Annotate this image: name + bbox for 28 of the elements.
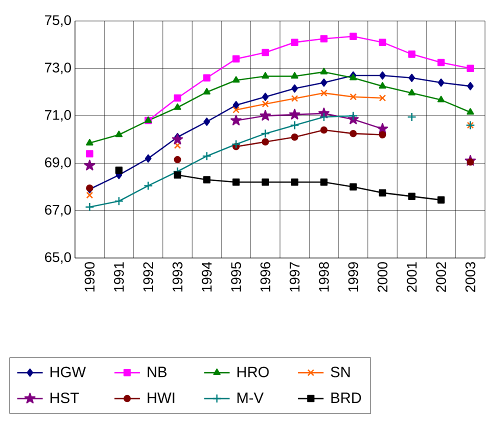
y-tick-label: 65,0 — [45, 252, 71, 264]
legend-label: BRD — [331, 392, 362, 403]
x-tick-label: 1995 — [231, 262, 242, 292]
x-tick-label: 1990 — [84, 262, 95, 292]
legend-label: HRO — [238, 366, 269, 378]
legend-label: HGW — [50, 366, 86, 378]
legend-label: NB — [148, 366, 167, 378]
y-tick-label: 67,0 — [45, 204, 71, 216]
x-tick-label: 1997 — [290, 262, 300, 292]
x-tick-label: 2001 — [406, 262, 417, 292]
x-tick-label: 2002 — [436, 262, 446, 292]
y-tick-label: 69,0 — [45, 157, 71, 169]
legend-label: HST — [50, 392, 79, 404]
x-tick-label: 1998 — [318, 262, 329, 292]
x-tick-label: 1991 — [114, 262, 124, 292]
x-tick-label: 1999 — [348, 262, 358, 292]
x-tick-label: 1992 — [143, 262, 154, 292]
x-tick-label: 1996 — [260, 262, 270, 292]
x-tick-label: 1994 — [202, 262, 212, 292]
y-tick-label: 71,0 — [45, 110, 71, 122]
x-tick-label: 2003 — [465, 262, 476, 292]
legend-label: HWI — [148, 392, 174, 403]
y-tick-label: 73,0 — [45, 62, 71, 74]
x-tick-label: 2000 — [378, 262, 388, 292]
y-tick-label: 75,0 — [45, 15, 71, 27]
legend-label: SN — [330, 366, 350, 378]
x-tick-label: 1993 — [172, 262, 182, 292]
legend-label: M-V — [238, 392, 264, 403]
